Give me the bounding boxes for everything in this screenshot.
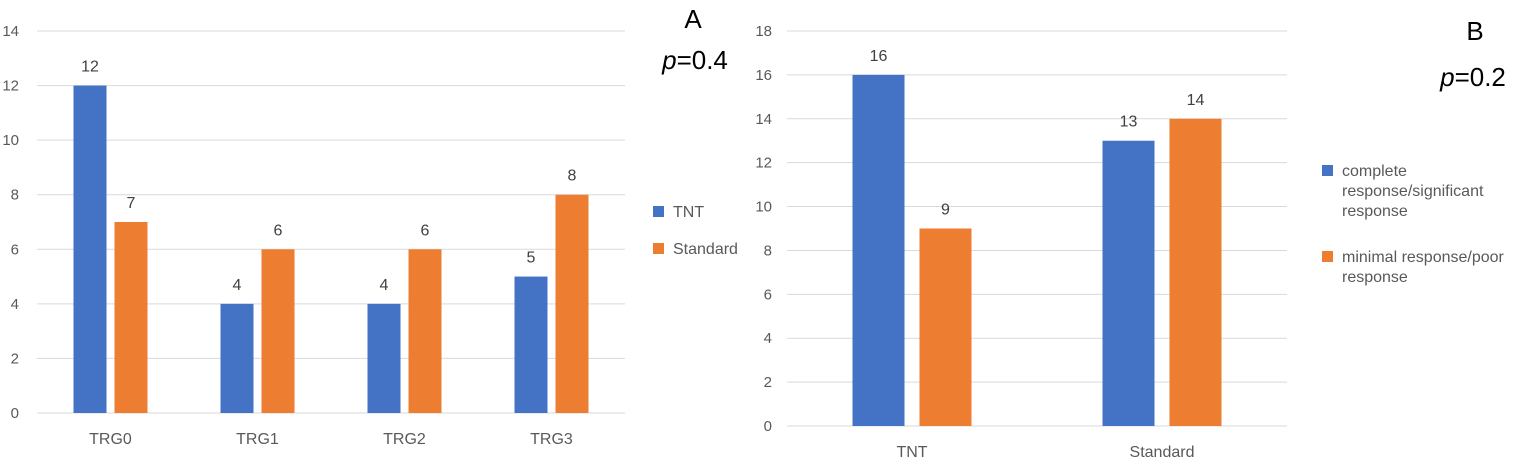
a-data-label: 7 (127, 195, 136, 212)
b-ytick-label: 4 (764, 330, 772, 347)
panel-b-label: B (1466, 16, 1483, 46)
panel-a: 0 2 4 6 8 10 12 14 12 7 4 6 4 6 5 8 TRG0 TRG1 TRG2 TRG3 T… (2, 4, 738, 448)
b-category-label: Standard (1130, 444, 1195, 461)
a-category-label: TRG0 (89, 431, 132, 448)
a-ytick-label: 14 (2, 23, 19, 40)
a-legend-label: TNT (673, 204, 704, 221)
a-data-label: 6 (421, 222, 430, 239)
b-bar-tnt-s2 (919, 228, 972, 426)
b-ytick-label: 16 (755, 67, 772, 84)
b-legend-label: response/significant (1342, 183, 1484, 200)
a-bar-trg0-s1 (73, 85, 107, 414)
a-bar-trg1-s2 (261, 249, 295, 413)
a-ytick-label: 4 (11, 296, 19, 313)
b-ytick-label: 12 (755, 155, 772, 172)
a-ytick-label: 8 (11, 187, 19, 204)
a-ytick-label: 10 (2, 132, 19, 149)
a-legend-swatch (653, 206, 664, 217)
b-data-label: 9 (941, 202, 950, 219)
panel-a-p-value: p=0.4 (661, 45, 728, 75)
b-ytick-label: 2 (764, 374, 772, 391)
b-ytick-label: 8 (764, 242, 772, 259)
a-legend-label: Standard (673, 241, 738, 258)
b-legend-label: response (1342, 203, 1408, 220)
b-legend-label: response (1342, 269, 1408, 286)
a-data-label: 4 (233, 277, 242, 294)
a-data-label: 8 (568, 168, 577, 185)
a-bar-trg2-s1 (367, 303, 401, 413)
a-data-label: 6 (274, 222, 283, 239)
a-category-label: TRG2 (383, 431, 426, 448)
a-ytick-label: 0 (11, 405, 19, 422)
panel-b-p-value: p=0.2 (1439, 62, 1506, 92)
a-legend-swatch (653, 243, 664, 254)
b-legend-swatch (1322, 165, 1333, 176)
b-bar-standard-s1 (1102, 140, 1155, 426)
a-data-label: 5 (527, 250, 536, 267)
a-ytick-label: 12 (2, 78, 19, 95)
b-category-label: TNT (896, 444, 927, 461)
a-bar-trg3-s2 (555, 194, 589, 413)
b-ytick-label: 10 (755, 199, 772, 216)
a-ytick-label: 6 (11, 241, 19, 258)
b-legend-swatch (1322, 251, 1333, 262)
a-data-label: 4 (380, 277, 389, 294)
b-ytick-label: 6 (764, 286, 772, 303)
a-category-label: TRG1 (236, 431, 279, 448)
b-bar-standard-s2 (1169, 118, 1222, 427)
b-data-label: 13 (1120, 114, 1138, 131)
b-legend-label: complete (1342, 163, 1407, 180)
b-legend-label: minimal response/poor (1342, 249, 1505, 266)
a-bar-trg0-s2 (114, 222, 148, 413)
a-ytick-label: 2 (11, 350, 19, 367)
b-ytick-label: 14 (755, 111, 772, 128)
b-data-label: 16 (870, 48, 888, 65)
a-data-label: 12 (81, 59, 99, 76)
b-data-label: 14 (1187, 92, 1205, 109)
a-bar-trg1-s1 (220, 303, 254, 413)
b-ytick-label: 0 (764, 418, 772, 435)
b-ytick-label: 18 (755, 23, 772, 40)
panel-a-label: A (684, 4, 702, 34)
a-category-label: TRG3 (530, 431, 573, 448)
b-bar-tnt-s1 (852, 74, 905, 426)
a-bar-trg3-s1 (514, 276, 548, 413)
a-bar-trg2-s2 (408, 249, 442, 413)
panel-b: 0 2 4 6 8 10 12 14 16 18 16 9 13 14 TNT Standard comp… (755, 16, 1506, 461)
